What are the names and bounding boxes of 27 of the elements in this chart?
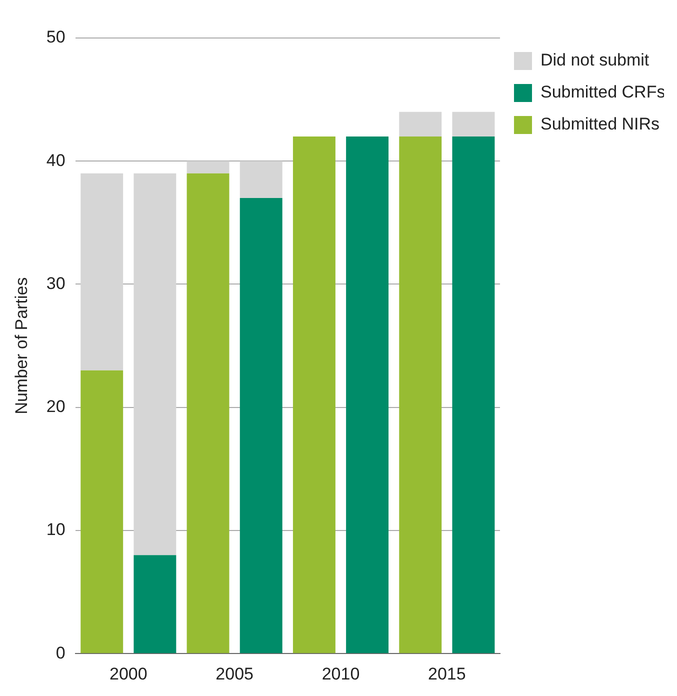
bar <box>134 173 176 556</box>
bar <box>346 136 389 654</box>
y-axis-title: Number of Parties <box>12 277 31 414</box>
legend-label: Submitted NIRs <box>540 114 660 134</box>
bar <box>399 136 442 654</box>
bar <box>134 555 176 654</box>
legend-label: Did not submit <box>540 50 650 70</box>
bar <box>80 370 124 654</box>
x-tick-label: 2010 <box>322 664 360 684</box>
y-tick-label: 0 <box>56 643 66 662</box>
y-tick-label: 20 <box>46 397 66 416</box>
y-tick-label: 30 <box>46 274 66 293</box>
x-tick-label: 2015 <box>428 664 466 684</box>
y-tick-label: 40 <box>46 150 66 170</box>
x-tick-label: 2000 <box>109 664 148 684</box>
x-tick-label: 2005 <box>216 664 254 684</box>
bar <box>452 136 495 654</box>
bar <box>292 136 336 654</box>
bar <box>399 112 442 136</box>
y-tick-label: 50 <box>46 28 66 47</box>
bar <box>186 161 230 174</box>
bar <box>452 112 495 136</box>
bar <box>240 198 282 654</box>
y-tick-label: 10 <box>46 520 66 540</box>
bar <box>80 173 124 370</box>
bar <box>186 173 230 654</box>
bar <box>240 161 282 198</box>
